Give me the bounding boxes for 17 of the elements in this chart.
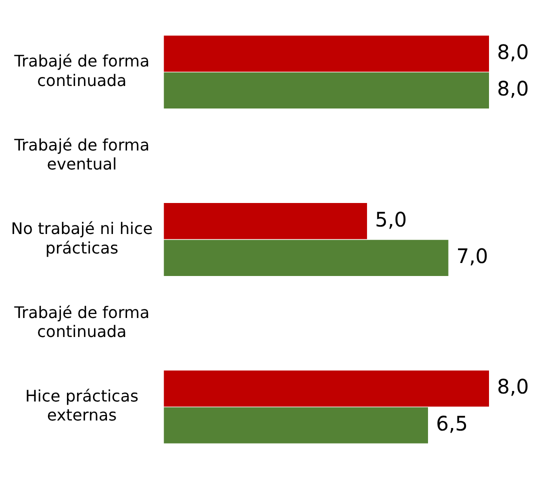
y-tick-label: Trabajé de forma continuada: [13, 302, 150, 341]
bar: [164, 240, 448, 276]
bar: [164, 203, 368, 240]
data-label: 8,0: [497, 40, 529, 64]
y-tick-label: Trabajé de forma eventual: [13, 135, 150, 174]
data-label: 5,0: [375, 207, 407, 232]
data-label: 7,0: [456, 244, 488, 268]
y-tick-label: Hice prácticas externas: [25, 386, 138, 425]
bar: [164, 36, 489, 72]
data-label: 8,0: [497, 76, 529, 101]
bar: [164, 370, 489, 407]
bar: [164, 72, 489, 109]
y-tick-label: Trabajé de forma continuada: [13, 52, 150, 90]
y-tick-label: No trabajé ni hice prácticas: [11, 219, 153, 258]
data-label: 6,5: [436, 412, 468, 436]
data-label: 8,0: [497, 374, 529, 399]
bar: [164, 407, 428, 444]
